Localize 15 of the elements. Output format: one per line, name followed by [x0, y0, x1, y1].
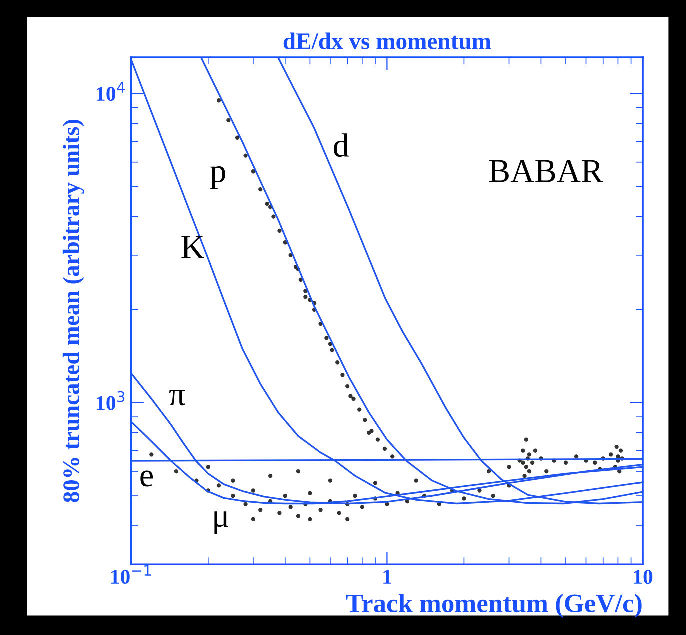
annotation: d	[334, 134, 350, 158]
y-tick-label: 10$^{3}$	[97, 391, 125, 410]
y-axis-title: 80% truncated mean (arbitrary units)	[62, 120, 84, 502]
x-tick-label: 10	[634, 570, 653, 584]
annotation: π	[169, 390, 186, 406]
annotation: K	[182, 236, 204, 258]
y-tick-label: 10$^{4}$	[97, 82, 125, 102]
x-tick-label: 10$^{−1}$	[112, 565, 152, 584]
annotation: p	[210, 166, 226, 190]
annotation: BABAR	[489, 160, 604, 182]
x-tick-label: 1	[384, 570, 392, 584]
annotation: μ	[214, 512, 228, 534]
chart-title: dE/dx vs momentum	[284, 32, 492, 50]
x-axis-title: Track momentum (GeV/c)	[346, 594, 642, 618]
annotation: e	[140, 470, 153, 487]
